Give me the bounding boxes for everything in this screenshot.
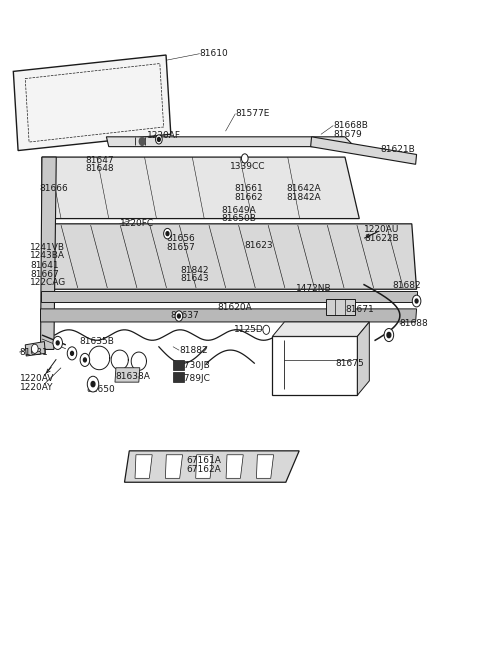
Text: 1472NB: 1472NB xyxy=(296,284,332,293)
Text: 1789JC: 1789JC xyxy=(179,374,211,383)
Circle shape xyxy=(87,376,99,392)
Text: 81649A: 81649A xyxy=(222,206,257,215)
Polygon shape xyxy=(40,309,417,322)
Polygon shape xyxy=(107,137,355,147)
Text: 1220FC: 1220FC xyxy=(120,219,154,229)
Circle shape xyxy=(67,347,77,360)
Text: 81650B: 81650B xyxy=(222,214,257,223)
Text: 81842A: 81842A xyxy=(286,193,321,202)
Text: 81635B: 81635B xyxy=(79,337,114,346)
Text: 67162A: 67162A xyxy=(187,465,221,474)
Polygon shape xyxy=(326,299,355,315)
Text: 81650: 81650 xyxy=(86,385,115,394)
Text: 81648: 81648 xyxy=(85,164,114,173)
Polygon shape xyxy=(273,322,369,336)
Text: 122CAG: 122CAG xyxy=(30,278,66,287)
Polygon shape xyxy=(256,455,274,478)
Circle shape xyxy=(241,154,248,163)
Text: 81675: 81675 xyxy=(336,359,364,368)
Circle shape xyxy=(164,229,171,239)
Text: 1730JB: 1730JB xyxy=(179,361,211,371)
Text: 81641: 81641 xyxy=(30,261,59,269)
Text: 81668B: 81668B xyxy=(333,121,368,130)
Text: 81682: 81682 xyxy=(393,281,421,290)
Text: 81679: 81679 xyxy=(333,130,362,139)
Text: 81620A: 81620A xyxy=(217,303,252,312)
Text: 1220AF: 1220AF xyxy=(147,131,181,140)
Text: 1339CC: 1339CC xyxy=(229,162,265,171)
Circle shape xyxy=(32,344,38,353)
Polygon shape xyxy=(40,290,417,302)
Circle shape xyxy=(71,351,73,355)
Circle shape xyxy=(387,332,391,338)
Circle shape xyxy=(263,325,270,334)
Text: 81577E: 81577E xyxy=(235,110,270,118)
Circle shape xyxy=(157,137,160,141)
Text: 81642A: 81642A xyxy=(286,184,321,193)
Text: 81661: 81661 xyxy=(234,184,263,193)
Text: 1125DA: 1125DA xyxy=(234,325,270,334)
Text: 81610: 81610 xyxy=(199,49,228,58)
Circle shape xyxy=(84,358,86,362)
Text: 81623: 81623 xyxy=(245,241,274,250)
Circle shape xyxy=(53,336,62,350)
Circle shape xyxy=(156,135,162,144)
Polygon shape xyxy=(124,451,299,482)
Text: 81882: 81882 xyxy=(179,346,207,355)
Text: 81637: 81637 xyxy=(171,311,200,320)
Text: 81662: 81662 xyxy=(234,193,263,202)
Circle shape xyxy=(415,299,418,303)
Text: 1220AY: 1220AY xyxy=(20,383,53,392)
Circle shape xyxy=(175,311,183,321)
Polygon shape xyxy=(13,55,171,150)
Text: 81621B: 81621B xyxy=(381,145,416,154)
Polygon shape xyxy=(196,455,213,478)
Circle shape xyxy=(166,232,169,236)
Text: 81647: 81647 xyxy=(85,156,114,165)
Text: 67161A: 67161A xyxy=(187,456,221,465)
Text: 81667: 81667 xyxy=(30,270,59,279)
Text: 1220AU: 1220AU xyxy=(364,225,399,233)
Text: 81631: 81631 xyxy=(20,348,48,357)
Polygon shape xyxy=(40,157,56,350)
Text: 1220AV: 1220AV xyxy=(20,374,54,383)
Polygon shape xyxy=(358,322,369,396)
Polygon shape xyxy=(115,368,140,382)
Bar xyxy=(173,360,184,371)
Bar xyxy=(173,372,184,382)
Text: 81671: 81671 xyxy=(345,305,374,314)
Polygon shape xyxy=(135,455,152,478)
Text: 1243BA: 1243BA xyxy=(30,252,65,260)
Circle shape xyxy=(56,341,59,345)
Text: 81657: 81657 xyxy=(166,243,195,252)
Polygon shape xyxy=(166,455,182,478)
Circle shape xyxy=(80,353,90,367)
Circle shape xyxy=(91,382,95,387)
Circle shape xyxy=(412,295,421,307)
Polygon shape xyxy=(25,342,45,356)
Text: 81638A: 81638A xyxy=(115,372,150,381)
Text: 81842: 81842 xyxy=(180,266,209,275)
Text: 81622B: 81622B xyxy=(364,234,399,242)
Text: 81666: 81666 xyxy=(39,184,68,193)
Text: 1241VB: 1241VB xyxy=(30,243,65,252)
Polygon shape xyxy=(42,157,360,219)
Text: 81688: 81688 xyxy=(400,319,429,328)
Circle shape xyxy=(178,314,180,318)
Text: 81643: 81643 xyxy=(180,274,209,283)
Polygon shape xyxy=(54,224,417,289)
Polygon shape xyxy=(273,336,358,396)
Circle shape xyxy=(139,137,145,145)
Polygon shape xyxy=(311,137,417,164)
Circle shape xyxy=(384,328,394,342)
Polygon shape xyxy=(226,455,243,478)
Text: 81656: 81656 xyxy=(166,234,195,242)
